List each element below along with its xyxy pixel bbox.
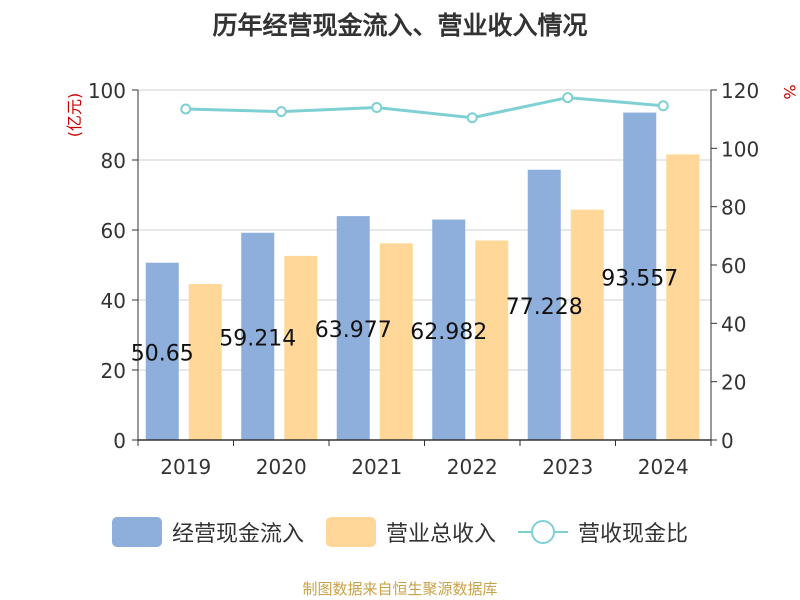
- y-right-tick-label: 120: [721, 79, 759, 103]
- x-tick-label: 2024: [638, 455, 689, 479]
- point-ratio: [275, 106, 287, 118]
- legend-swatch-cash-inflow: [111, 517, 162, 547]
- y-right-tick-label: 80: [721, 196, 746, 220]
- point-ratio: [562, 92, 574, 104]
- legend-swatch-revenue: [325, 517, 376, 547]
- point-ratio: [657, 100, 669, 112]
- y-left-tick-label: 20: [101, 359, 126, 383]
- y-left-tick-label: 100: [88, 79, 126, 103]
- y-right-axis-title: %: [780, 84, 799, 99]
- bar-cash-inflow: [145, 262, 179, 440]
- x-tick-label: 2023: [542, 455, 593, 479]
- data-label-cash-inflow: 59.214: [219, 326, 296, 351]
- bar-revenue: [666, 154, 700, 440]
- data-label-cash-inflow: 62.982: [410, 320, 487, 345]
- y-right-tick-label: 60: [721, 254, 746, 278]
- bar-cash-inflow: [623, 112, 657, 440]
- point-ratio: [180, 103, 192, 115]
- point-ratio: [466, 112, 478, 124]
- y-right-tick-label: 0: [721, 429, 734, 453]
- y-left-tick-label: 0: [113, 429, 126, 453]
- y-right-tick-label: 20: [721, 371, 746, 395]
- data-label-cash-inflow: 93.557: [601, 266, 678, 291]
- y-left-tick-label: 60: [101, 219, 126, 243]
- bar-cash-inflow: [527, 169, 561, 441]
- source-note: 制图数据来自恒生聚源数据库: [302, 580, 498, 598]
- legend-swatch-ratio: [518, 517, 568, 547]
- legend-label-cash-inflow: 经营现金流入: [171, 522, 304, 547]
- legend-item-cash-inflow[interactable]: 经营现金流入: [111, 516, 304, 548]
- data-label-cash-inflow: 77.228: [506, 295, 583, 320]
- x-tick-label: 2020: [256, 455, 307, 479]
- y-left-axis-title: (亿元): [65, 93, 84, 138]
- bar-cash-inflow: [241, 232, 275, 440]
- x-tick-label: 2021: [351, 455, 402, 479]
- bar-revenue: [570, 209, 604, 440]
- legend-label-ratio: 营收现金比: [578, 522, 689, 547]
- x-tick-label: 2022: [447, 455, 498, 479]
- bar-revenue: [284, 255, 318, 440]
- point-ratio: [371, 102, 383, 113]
- legend-item-ratio[interactable]: 营收现金比: [518, 516, 688, 548]
- bar-cash-inflow: [432, 219, 466, 440]
- legend-label-revenue: 营业总收入: [385, 522, 496, 547]
- data-label-cash-inflow: 63.977: [315, 318, 392, 343]
- y-left-tick-label: 40: [101, 289, 126, 313]
- bar-cash-inflow: [336, 216, 370, 440]
- legend: 经营现金流入 营业总收入 营收现金比: [0, 516, 800, 548]
- chart-title: 历年经营现金流入、营业收入情况: [212, 11, 588, 40]
- bar-revenue: [379, 243, 413, 440]
- data-label-cash-inflow: 50.65: [131, 341, 194, 366]
- series-line-ratio: [185, 96, 664, 120]
- y-right-tick-label: 40: [721, 312, 746, 336]
- bar-revenue: [475, 240, 509, 440]
- y-left-tick-label: 80: [101, 149, 126, 173]
- bar-revenue: [188, 283, 222, 440]
- legend-item-revenue[interactable]: 营业总收入: [325, 516, 496, 548]
- y-right-tick-label: 100: [721, 137, 759, 161]
- x-tick-label: 2019: [160, 455, 211, 479]
